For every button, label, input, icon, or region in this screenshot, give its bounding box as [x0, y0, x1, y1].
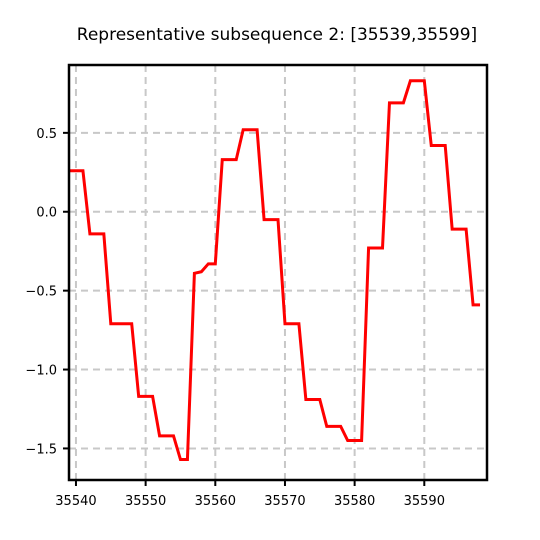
y-tick-label: −1.5 [25, 442, 57, 457]
chart-title: Representative subsequence 2: [35539,355… [77, 25, 477, 45]
y-tick-label: −0.5 [25, 285, 57, 300]
grid [69, 65, 487, 480]
y-tick-label: 0.0 [36, 206, 57, 221]
x-tick-label: 35580 [334, 494, 375, 509]
series-line-0 [69, 81, 480, 460]
series-layer [69, 81, 480, 460]
x-tick-label: 35590 [404, 494, 445, 509]
y-tick-label: 0.5 [36, 127, 57, 142]
x-tick-label: 35550 [125, 494, 166, 509]
x-tick-label: 35570 [264, 494, 305, 509]
x-tick-label: 35540 [55, 494, 96, 509]
x-tick-label: 35560 [195, 494, 236, 509]
y-tick-label: −1.0 [25, 364, 57, 379]
